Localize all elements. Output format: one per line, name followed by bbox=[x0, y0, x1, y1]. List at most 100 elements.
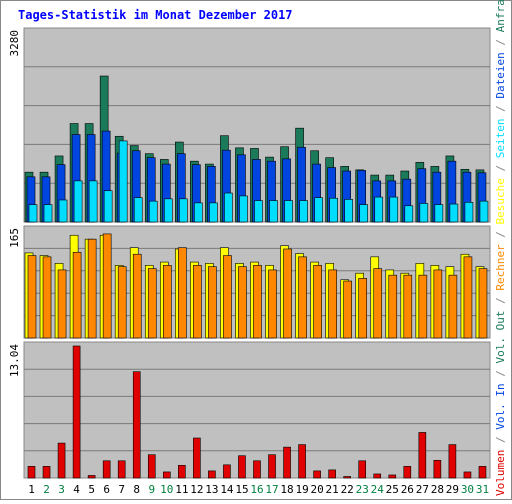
bar-seiten-day-15 bbox=[239, 195, 248, 223]
x-tick-label: 13 bbox=[205, 483, 218, 496]
bar-rechner-day-19 bbox=[298, 256, 307, 339]
bar-volumen-day-6 bbox=[102, 460, 111, 479]
x-tick-label: 21 bbox=[326, 483, 339, 496]
middle-panel: 165 bbox=[8, 225, 491, 339]
bar-rechner-day-18 bbox=[283, 248, 292, 339]
bar-rechner-day-30 bbox=[463, 256, 473, 339]
legend-entry: / bbox=[494, 32, 507, 52]
x-tick-label: 2 bbox=[43, 483, 50, 496]
x-tick-label: 10 bbox=[160, 483, 173, 496]
bar-seiten-day-28 bbox=[434, 204, 444, 223]
bar-volumen-day-23 bbox=[358, 460, 367, 479]
legend-entry: / bbox=[494, 291, 507, 311]
y-max-label: 165 bbox=[8, 228, 21, 248]
y-max-label: 13.04 bbox=[8, 344, 21, 377]
y-max-label: 3280 bbox=[8, 30, 21, 57]
bar-volumen-day-3 bbox=[57, 442, 66, 479]
bar-seiten-day-22 bbox=[344, 199, 353, 223]
x-tick-label: 25 bbox=[386, 483, 399, 496]
legend-entry: / bbox=[494, 99, 507, 119]
bar-rechner-day-29 bbox=[448, 274, 458, 339]
bar-volumen-day-7 bbox=[117, 460, 126, 479]
legend-entry: Seiten bbox=[494, 118, 507, 158]
x-tick-label: 27 bbox=[416, 483, 429, 496]
bottom-panel: 13.04 bbox=[8, 341, 491, 479]
legend-entry: / bbox=[494, 430, 507, 450]
legend-entry: / bbox=[494, 364, 507, 384]
bar-seiten-day-11 bbox=[179, 198, 188, 223]
x-tick-label: 26 bbox=[401, 483, 414, 496]
legend-entry: Besuche bbox=[494, 178, 507, 224]
bar-volumen-day-18 bbox=[283, 446, 291, 479]
bar-seiten-day-23 bbox=[359, 204, 369, 223]
bar-volumen-day-28 bbox=[433, 459, 442, 479]
bar-rechner-day-13 bbox=[208, 266, 217, 339]
bar-rechner-day-22 bbox=[343, 280, 352, 339]
x-tick-label: 20 bbox=[311, 483, 324, 496]
bar-seiten-day-4 bbox=[73, 180, 83, 223]
bar-volumen-day-5 bbox=[87, 475, 96, 479]
bar-volumen-day-16 bbox=[253, 460, 261, 479]
bar-volumen-day-21 bbox=[328, 469, 336, 479]
bar-seiten-day-12 bbox=[194, 202, 203, 223]
bar-seiten-day-10 bbox=[163, 198, 173, 223]
bar-rechner-day-15 bbox=[238, 266, 247, 339]
x-tick-label: 23 bbox=[356, 483, 369, 496]
legend-entry: Dateien bbox=[494, 52, 507, 98]
bar-seiten-day-30 bbox=[464, 202, 474, 223]
bar-rechner-day-8 bbox=[132, 253, 142, 339]
bar-volumen-day-11 bbox=[178, 465, 186, 479]
x-tick-label: 17 bbox=[265, 483, 278, 496]
bar-volumen-day-26 bbox=[403, 466, 412, 479]
x-tick-label: 3 bbox=[58, 483, 65, 496]
bar-volumen-day-14 bbox=[223, 464, 231, 479]
x-tick-label: 12 bbox=[190, 483, 203, 496]
bar-seiten-day-29 bbox=[449, 203, 459, 223]
bar-rechner-day-25 bbox=[388, 274, 398, 339]
x-tick-label: 7 bbox=[118, 483, 125, 496]
panel-background bbox=[23, 341, 491, 479]
legend-entry: Volumen bbox=[494, 450, 507, 496]
bar-volumen-day-8 bbox=[132, 371, 141, 479]
x-tick-label: 4 bbox=[73, 483, 80, 496]
bar-seiten-day-19 bbox=[299, 200, 308, 223]
bar-seiten-day-16 bbox=[254, 200, 263, 223]
bar-rechner-day-7 bbox=[117, 266, 127, 339]
bar-rechner-day-14 bbox=[223, 255, 232, 339]
x-tick-label: 29 bbox=[446, 483, 459, 496]
bar-seiten-day-3 bbox=[58, 199, 68, 223]
x-tick-label: 11 bbox=[175, 483, 188, 496]
x-tick-label: 9 bbox=[148, 483, 155, 496]
bar-volumen-day-27 bbox=[418, 432, 427, 479]
x-tick-label: 14 bbox=[220, 483, 234, 496]
bar-seiten-day-7 bbox=[118, 140, 128, 223]
bar-rechner-day-10 bbox=[162, 265, 172, 339]
bar-seiten-day-1 bbox=[28, 204, 38, 223]
bar-volumen-day-29 bbox=[448, 444, 457, 479]
x-tick-label: 1 bbox=[28, 483, 35, 496]
bar-rechner-day-6 bbox=[102, 233, 112, 339]
chart-title: Tages-Statistik im Monat Dezember 2017 bbox=[18, 8, 293, 22]
x-tick-label: 19 bbox=[295, 483, 308, 496]
bar-volumen-day-24 bbox=[373, 473, 382, 479]
bar-seiten-day-27 bbox=[419, 203, 429, 223]
bar-volumen-day-19 bbox=[298, 444, 306, 479]
x-tick-label: 6 bbox=[103, 483, 110, 496]
x-tick-label: 16 bbox=[250, 483, 263, 496]
bar-volumen-day-12 bbox=[193, 437, 201, 479]
legend-text: Volumen / Vol. In / Vol. Out / Rechner /… bbox=[494, 0, 507, 496]
bar-rechner-day-27 bbox=[418, 274, 428, 339]
bar-seiten-day-25 bbox=[389, 196, 399, 223]
top-panel: 3280 bbox=[8, 27, 491, 223]
bar-seiten-day-2 bbox=[43, 204, 53, 223]
bar-volumen-day-22 bbox=[343, 476, 351, 479]
bar-rechner-day-3 bbox=[57, 269, 67, 339]
bar-seiten-day-21 bbox=[329, 197, 338, 223]
legend-entry: Anfragen bbox=[494, 0, 507, 32]
bar-volumen-day-9 bbox=[147, 454, 156, 479]
x-tick-label: 30 bbox=[461, 483, 474, 496]
bar-rechner-day-17 bbox=[268, 269, 277, 339]
bar-volumen-day-2 bbox=[42, 466, 51, 479]
x-tick-label: 22 bbox=[341, 483, 354, 496]
bar-rechner-day-16 bbox=[253, 265, 262, 339]
